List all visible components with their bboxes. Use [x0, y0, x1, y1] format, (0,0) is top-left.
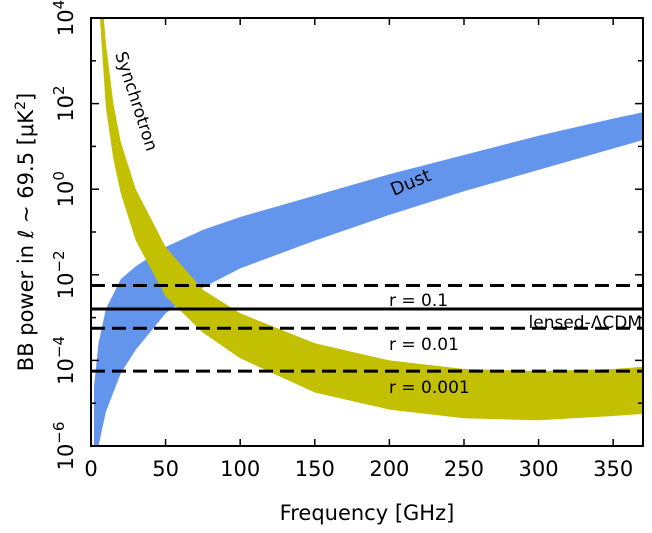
y-tick-label: 10−4 — [50, 336, 78, 385]
y-tick-label: 102 — [50, 85, 78, 121]
y-tick-label: 10−2 — [50, 250, 78, 299]
r-0.1-label: r = 0.1 — [389, 291, 448, 311]
x-tick-label: 350 — [593, 457, 633, 481]
x-tick-label: 200 — [369, 457, 409, 481]
y-axis-label: BB power in ℓ ∼ 69.5 [μK2] — [13, 93, 38, 371]
y-tick-label: 10−6 — [50, 422, 78, 471]
x-tick-label: 100 — [220, 457, 260, 481]
x-tick-label: 50 — [152, 457, 179, 481]
x-tick-label: 300 — [519, 457, 559, 481]
y-tick-label: 100 — [50, 171, 78, 207]
r-0.001-label: r = 0.001 — [389, 378, 470, 398]
y-tick-label: 104 — [50, 0, 78, 36]
x-tick-label: 0 — [84, 457, 97, 481]
x-tick-label: 250 — [444, 457, 484, 481]
x-tick-label: 150 — [295, 457, 335, 481]
r-0.01-label: r = 0.01 — [389, 335, 459, 355]
x-axis-label: Frequency [GHz] — [280, 501, 455, 525]
lensed-lcdm-label: lensed-ΛCDM — [529, 313, 642, 333]
